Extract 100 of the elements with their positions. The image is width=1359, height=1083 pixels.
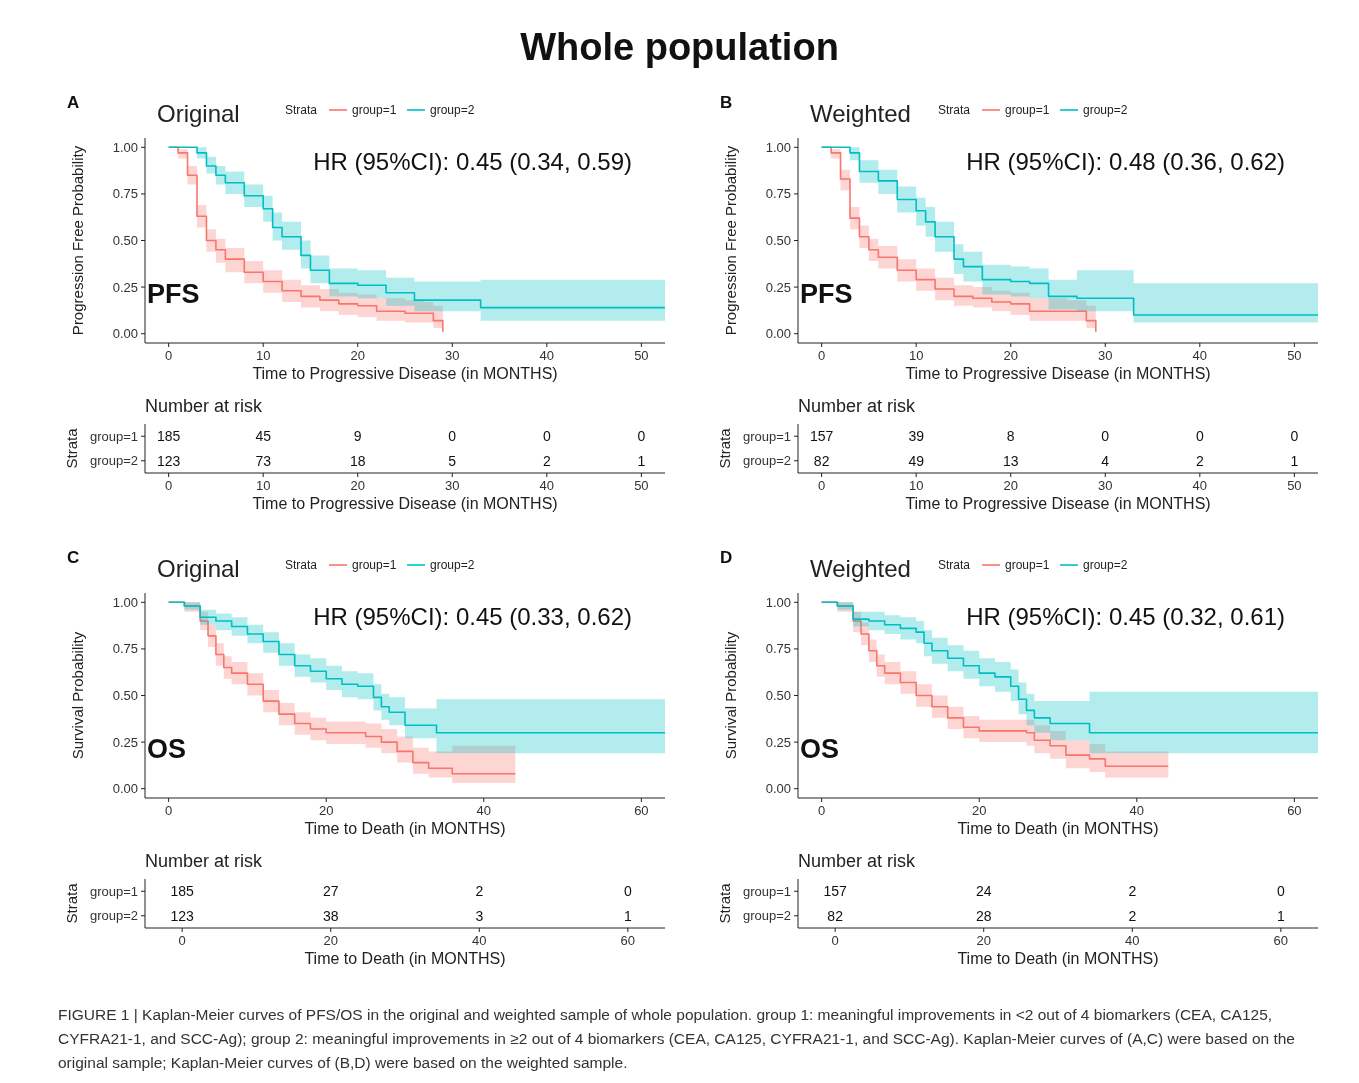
y-axis-title: Survival Probability	[722, 631, 739, 760]
y-tick-label: 0.50	[112, 688, 138, 704]
x-tick-label: 30	[445, 478, 460, 493]
data-label: 123	[156, 452, 181, 469]
data-label: 28	[975, 907, 992, 924]
data-label: 0	[542, 428, 551, 445]
y-tick-label: group=2	[742, 453, 791, 469]
data-label: 0	[1290, 428, 1299, 445]
y-axis-title: Survival Probability	[69, 631, 86, 760]
x-tick-label: 50	[634, 348, 649, 363]
annotation: HR (95%CI): 0.45 (0.32, 0.61)	[966, 603, 1286, 630]
x-tick-label: 0	[165, 348, 173, 363]
x-tick-label: 20	[976, 933, 991, 948]
x-axis-title: Time to Progressive Disease (in MONTHS)	[905, 365, 1211, 382]
data-label: 157	[823, 883, 848, 900]
x-tick-label: 60	[620, 933, 636, 948]
data-label: 2	[475, 883, 484, 900]
x-axis-title: Time to Progressive Disease (in MONTHS)	[252, 365, 558, 382]
x-tick-label: 0	[165, 803, 173, 818]
y-tick-label: 0.50	[112, 233, 138, 249]
x-tick-label: 40	[539, 478, 555, 493]
x-tick-label: 0	[178, 933, 186, 948]
annotation: PFS	[147, 279, 200, 309]
data-label: 49	[908, 452, 925, 469]
y-tick-label: 0.25	[112, 734, 138, 750]
chart-title: Number at risk	[145, 396, 264, 416]
y-tick-label: 0.25	[112, 279, 138, 295]
annotation: HR (95%CI): 0.45 (0.34, 0.59)	[313, 148, 633, 175]
x-tick-label: 10	[255, 478, 271, 493]
x-tick-label: 10	[908, 478, 924, 493]
x-tick-label: 40	[1192, 348, 1208, 363]
x-tick-label: 0	[165, 478, 173, 493]
x-tick-label: 30	[1098, 348, 1113, 363]
legend-label: group=2	[430, 103, 475, 117]
y-axis-title: Strata	[63, 882, 80, 924]
x-axis-title: Time to Death (in MONTHS)	[957, 820, 1159, 837]
x-tick-label: 0	[818, 348, 826, 363]
y-axis-title: Strata	[716, 427, 733, 469]
data-label: 1	[1276, 907, 1285, 924]
y-tick-label: group=1	[742, 883, 791, 899]
text: Whole population	[519, 26, 840, 69]
x-axis-title: Time to Death (in MONTHS)	[304, 820, 506, 837]
y-tick-label: group=1	[89, 428, 138, 444]
y-tick-label: group=1	[89, 883, 138, 899]
y-tick-label: 1.00	[112, 594, 138, 610]
x-tick-label: 50	[1287, 348, 1302, 363]
data-label: 45	[255, 428, 272, 445]
y-axis-title: Progression Free Probability	[722, 145, 739, 336]
data-label: 2	[1128, 907, 1137, 924]
y-axis-title: Strata	[716, 882, 733, 924]
y-tick-label: group=1	[742, 428, 791, 444]
x-axis-title: Time to Death (in MONTHS)	[957, 950, 1159, 967]
y-tick-label: 0.75	[112, 641, 138, 657]
x-tick-label: 0	[818, 478, 826, 493]
data-label: 13	[1002, 452, 1019, 469]
text: C	[67, 548, 80, 567]
y-tick-label: group=2	[89, 453, 138, 469]
data-label: 0	[448, 428, 457, 445]
x-tick-label: 20	[350, 348, 365, 363]
x-axis-title: Time to Death (in MONTHS)	[304, 950, 506, 967]
annotation: OS	[147, 734, 187, 764]
x-tick-label: 0	[831, 933, 839, 948]
data-label: 18	[349, 452, 366, 469]
data-label: 0	[637, 428, 646, 445]
chart-title: Original	[157, 555, 240, 582]
data-label: 8	[1006, 428, 1015, 445]
legend-label: group=2	[1083, 103, 1128, 117]
annotation: OS	[800, 734, 840, 764]
data-label: 9	[353, 428, 362, 445]
y-tick-label: group=2	[742, 908, 791, 924]
x-tick-label: 50	[634, 478, 649, 493]
x-tick-label: 60	[1273, 933, 1289, 948]
annotation: PFS	[800, 279, 853, 309]
y-tick-label: 0.75	[765, 186, 791, 202]
data-label: 2	[1128, 883, 1137, 900]
legend-title: Strata	[938, 558, 971, 572]
y-tick-label: 0.50	[765, 688, 791, 704]
annotation: HR (95%CI): 0.45 (0.33, 0.62)	[313, 603, 633, 630]
x-tick-label: 20	[323, 933, 338, 948]
data-label: 185	[170, 883, 195, 900]
y-tick-label: 0.00	[765, 781, 791, 797]
data-label: 24	[975, 883, 992, 900]
data-label: 38	[322, 907, 339, 924]
y-tick-label: 0.25	[765, 279, 791, 295]
x-tick-label: 30	[1098, 478, 1113, 493]
y-axis-title: Strata	[63, 427, 80, 469]
data-label: 4	[1101, 452, 1110, 469]
x-tick-label: 50	[1287, 478, 1302, 493]
data-label: 1	[623, 907, 632, 924]
data-label: 73	[255, 452, 272, 469]
data-label: 123	[170, 907, 195, 924]
data-label: 157	[809, 428, 834, 445]
x-tick-label: 60	[1287, 803, 1302, 818]
legend-label: group=1	[352, 558, 397, 572]
data-label: 0	[1276, 883, 1285, 900]
chart-title: Number at risk	[145, 851, 264, 871]
x-tick-label: 20	[318, 803, 334, 818]
text: D	[720, 548, 733, 567]
x-tick-label: 60	[634, 803, 649, 818]
data-label: 27	[322, 883, 339, 900]
